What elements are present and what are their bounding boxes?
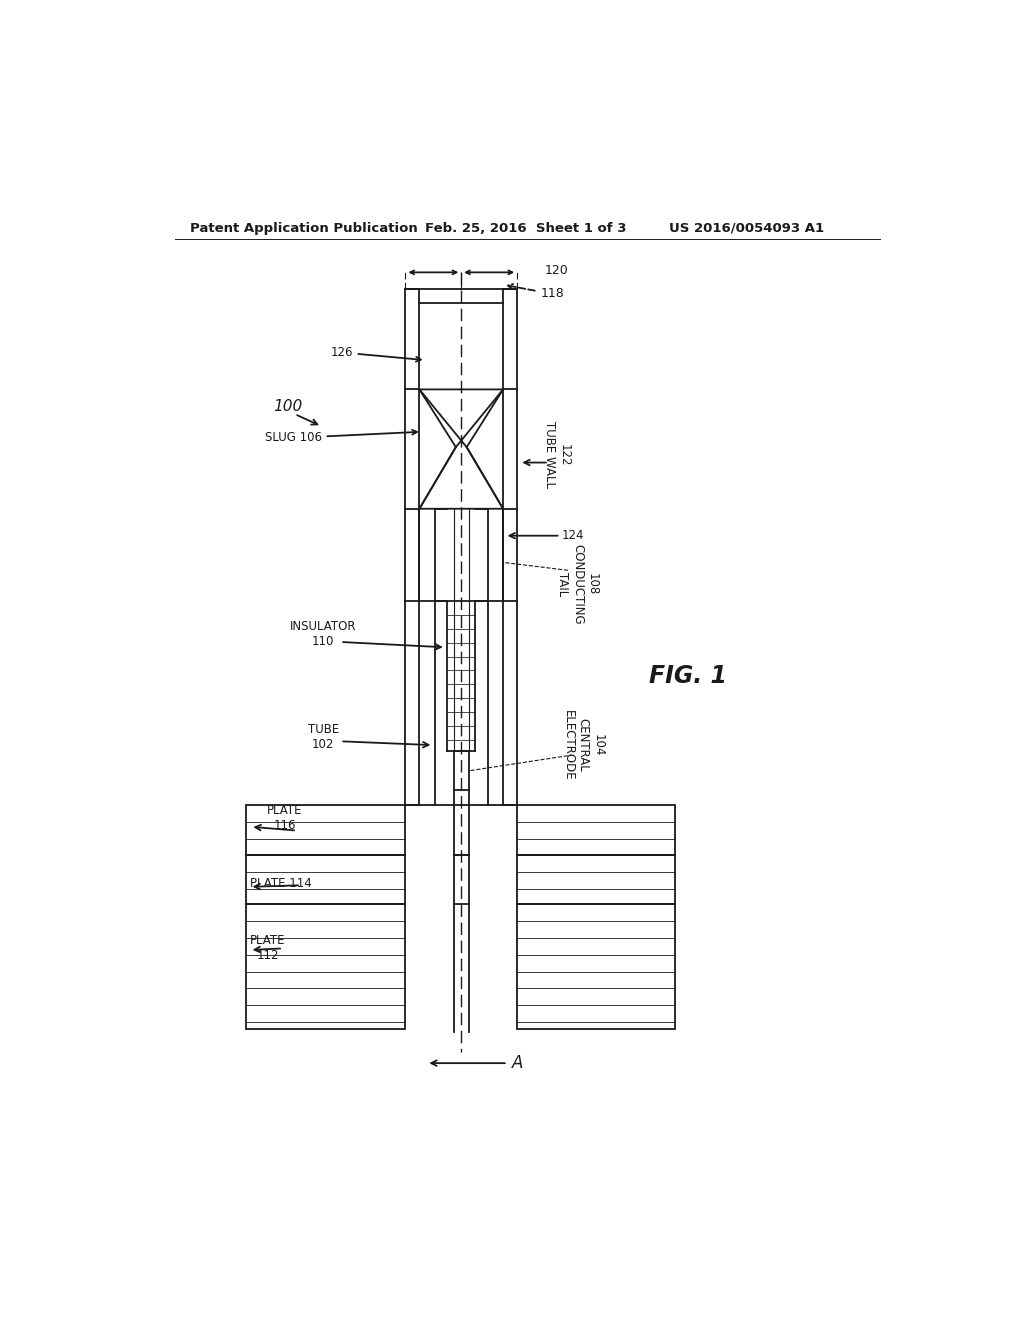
Text: TUBE
102: TUBE 102: [307, 723, 339, 751]
Bar: [246, 904, 406, 1028]
Text: 100: 100: [273, 399, 303, 414]
Bar: [406, 289, 420, 805]
Text: 108
CONDUCTING
TAIL: 108 CONDUCTING TAIL: [556, 544, 599, 624]
Bar: [517, 805, 675, 855]
Text: 120: 120: [544, 264, 568, 277]
Text: Patent Application Publication: Patent Application Publication: [190, 222, 418, 235]
Bar: [517, 855, 675, 904]
Text: US 2016/0054093 A1: US 2016/0054093 A1: [669, 222, 824, 235]
Bar: [454, 751, 469, 855]
Bar: [517, 904, 675, 1028]
Text: PLATE 114: PLATE 114: [250, 878, 311, 890]
Text: 118: 118: [508, 284, 564, 301]
Bar: [503, 289, 517, 805]
Text: FIG. 1: FIG. 1: [649, 664, 727, 688]
Text: SLUG 106: SLUG 106: [265, 430, 417, 445]
Text: Feb. 25, 2016  Sheet 1 of 3: Feb. 25, 2016 Sheet 1 of 3: [425, 222, 627, 235]
Bar: [246, 805, 406, 855]
Text: PLATE
116: PLATE 116: [267, 804, 302, 833]
Text: A: A: [512, 1055, 523, 1072]
Text: PLATE
112: PLATE 112: [250, 933, 286, 962]
Text: 124: 124: [562, 529, 585, 543]
Text: 122
TUBE WALL: 122 TUBE WALL: [543, 421, 570, 488]
Text: 104
CENTRAL
ELECTRODE: 104 CENTRAL ELECTRODE: [561, 710, 604, 780]
Text: 126: 126: [331, 346, 421, 362]
Text: INSULATOR
110: INSULATOR 110: [290, 620, 356, 648]
Bar: [246, 855, 406, 904]
